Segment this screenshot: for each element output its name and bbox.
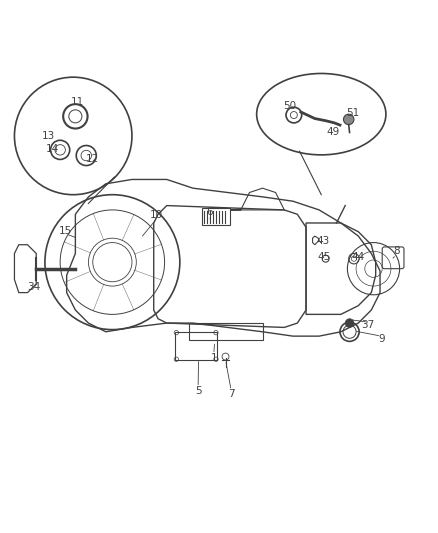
Circle shape bbox=[345, 319, 354, 327]
Text: 43: 43 bbox=[316, 236, 329, 246]
Text: 50: 50 bbox=[283, 101, 296, 111]
Text: 13: 13 bbox=[42, 131, 55, 141]
Text: 44: 44 bbox=[352, 252, 365, 262]
Text: 6: 6 bbox=[206, 207, 213, 217]
Text: 34: 34 bbox=[28, 282, 41, 292]
Text: 8: 8 bbox=[393, 246, 400, 256]
Text: 1: 1 bbox=[211, 353, 217, 363]
Text: 9: 9 bbox=[378, 334, 385, 344]
Text: 49: 49 bbox=[326, 127, 339, 138]
Text: 51: 51 bbox=[346, 108, 360, 118]
Text: 7: 7 bbox=[228, 389, 234, 399]
Text: 12: 12 bbox=[86, 154, 99, 164]
Text: 45: 45 bbox=[318, 252, 331, 262]
Text: 11: 11 bbox=[71, 98, 84, 108]
Circle shape bbox=[343, 114, 354, 125]
Text: 14: 14 bbox=[46, 144, 60, 154]
FancyBboxPatch shape bbox=[201, 208, 230, 225]
Text: 5: 5 bbox=[195, 385, 201, 395]
Text: 37: 37 bbox=[362, 320, 375, 330]
Text: 10: 10 bbox=[150, 210, 163, 220]
Text: 15: 15 bbox=[59, 226, 72, 236]
